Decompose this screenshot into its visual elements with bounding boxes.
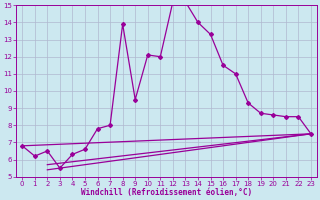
X-axis label: Windchill (Refroidissement éolien,°C): Windchill (Refroidissement éolien,°C) [81,188,252,197]
